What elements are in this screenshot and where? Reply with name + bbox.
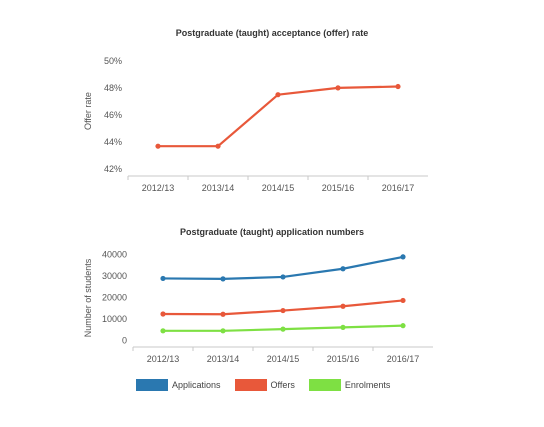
- acceptance-rate-plot: 2012/13 2013/14 2014/15 2015/16 2016/17 42% 44…: [104, 56, 428, 193]
- data-point: [275, 92, 281, 98]
- x-tick-label: 2012/13: [147, 354, 180, 364]
- legend-item-applications[interactable]: Applications: [136, 379, 221, 391]
- legend-swatch: [234, 379, 267, 391]
- data-point: [220, 276, 226, 282]
- y-tick-label: 44%: [104, 137, 122, 147]
- data-point: [280, 307, 286, 314]
- chart-title: Postgraduate (taught) acceptance (offer)…: [175, 28, 369, 38]
- data-point: [215, 143, 221, 149]
- data-point: [340, 266, 346, 272]
- data-point: [280, 326, 286, 332]
- x-tick-label: 2014/15: [262, 183, 295, 193]
- data-point: [340, 303, 346, 309]
- data-point: [160, 275, 166, 282]
- legend-swatch: [308, 379, 341, 391]
- x-tick-label: 2014/15: [267, 354, 300, 364]
- y-tick-label: 40000: [102, 249, 127, 259]
- data-point: [340, 324, 346, 330]
- x-tick-label: 2012/13: [142, 183, 175, 193]
- y-tick-label: 0: [122, 336, 127, 346]
- data-point: [160, 311, 166, 317]
- data-point: [220, 328, 226, 334]
- data-point: [400, 323, 406, 329]
- data-point: [220, 311, 226, 317]
- y-tick-label: 10000: [102, 314, 127, 324]
- x-tick-label: 2016/17: [387, 354, 420, 364]
- data-point: [395, 83, 401, 90]
- data-point: [160, 328, 166, 334]
- x-tick-label: 2015/16: [322, 183, 355, 193]
- legend-label: Enrolments: [344, 380, 391, 390]
- data-point: [400, 254, 406, 260]
- y-tick-label: 48%: [104, 83, 122, 93]
- y-tick-label: 42%: [104, 164, 122, 174]
- legend: Applications Offers Enrolments: [136, 377, 404, 393]
- legend-item-offers[interactable]: Offers: [234, 379, 295, 391]
- legend-swatch: [136, 379, 168, 391]
- x-tick-label: 2013/14: [202, 183, 235, 193]
- y-tick-label: 20000: [102, 292, 127, 302]
- data-point: [155, 143, 161, 149]
- legend-label: Offers: [270, 380, 295, 390]
- x-tick-label: 2015/16: [327, 354, 360, 364]
- data-point: [280, 274, 286, 280]
- y-tick-label: 46%: [104, 110, 122, 120]
- legend-label: Applications: [172, 380, 221, 390]
- data-point: [400, 297, 406, 304]
- x-tick-label: 2013/14: [207, 354, 240, 364]
- x-tick-label: 2016/17: [382, 183, 415, 193]
- legend-item-enrolments[interactable]: Enrolments: [308, 379, 391, 391]
- data-point: [335, 85, 341, 91]
- y-tick-label: 30000: [102, 271, 127, 281]
- chart-title: Postgraduate (taught) application number…: [179, 227, 364, 237]
- y-tick-label: 50%: [104, 56, 122, 66]
